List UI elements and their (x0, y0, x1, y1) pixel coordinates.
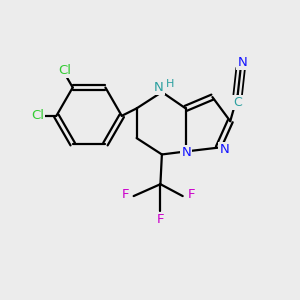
Text: Cl: Cl (58, 64, 71, 77)
Text: F: F (187, 188, 195, 201)
Text: C: C (233, 96, 242, 109)
Text: H: H (166, 79, 174, 89)
Text: N: N (182, 146, 191, 159)
Text: F: F (157, 213, 164, 226)
Text: N: N (154, 81, 164, 94)
Text: Cl: Cl (31, 109, 44, 122)
Text: F: F (122, 188, 129, 201)
Text: N: N (219, 142, 229, 156)
Text: N: N (237, 56, 247, 69)
